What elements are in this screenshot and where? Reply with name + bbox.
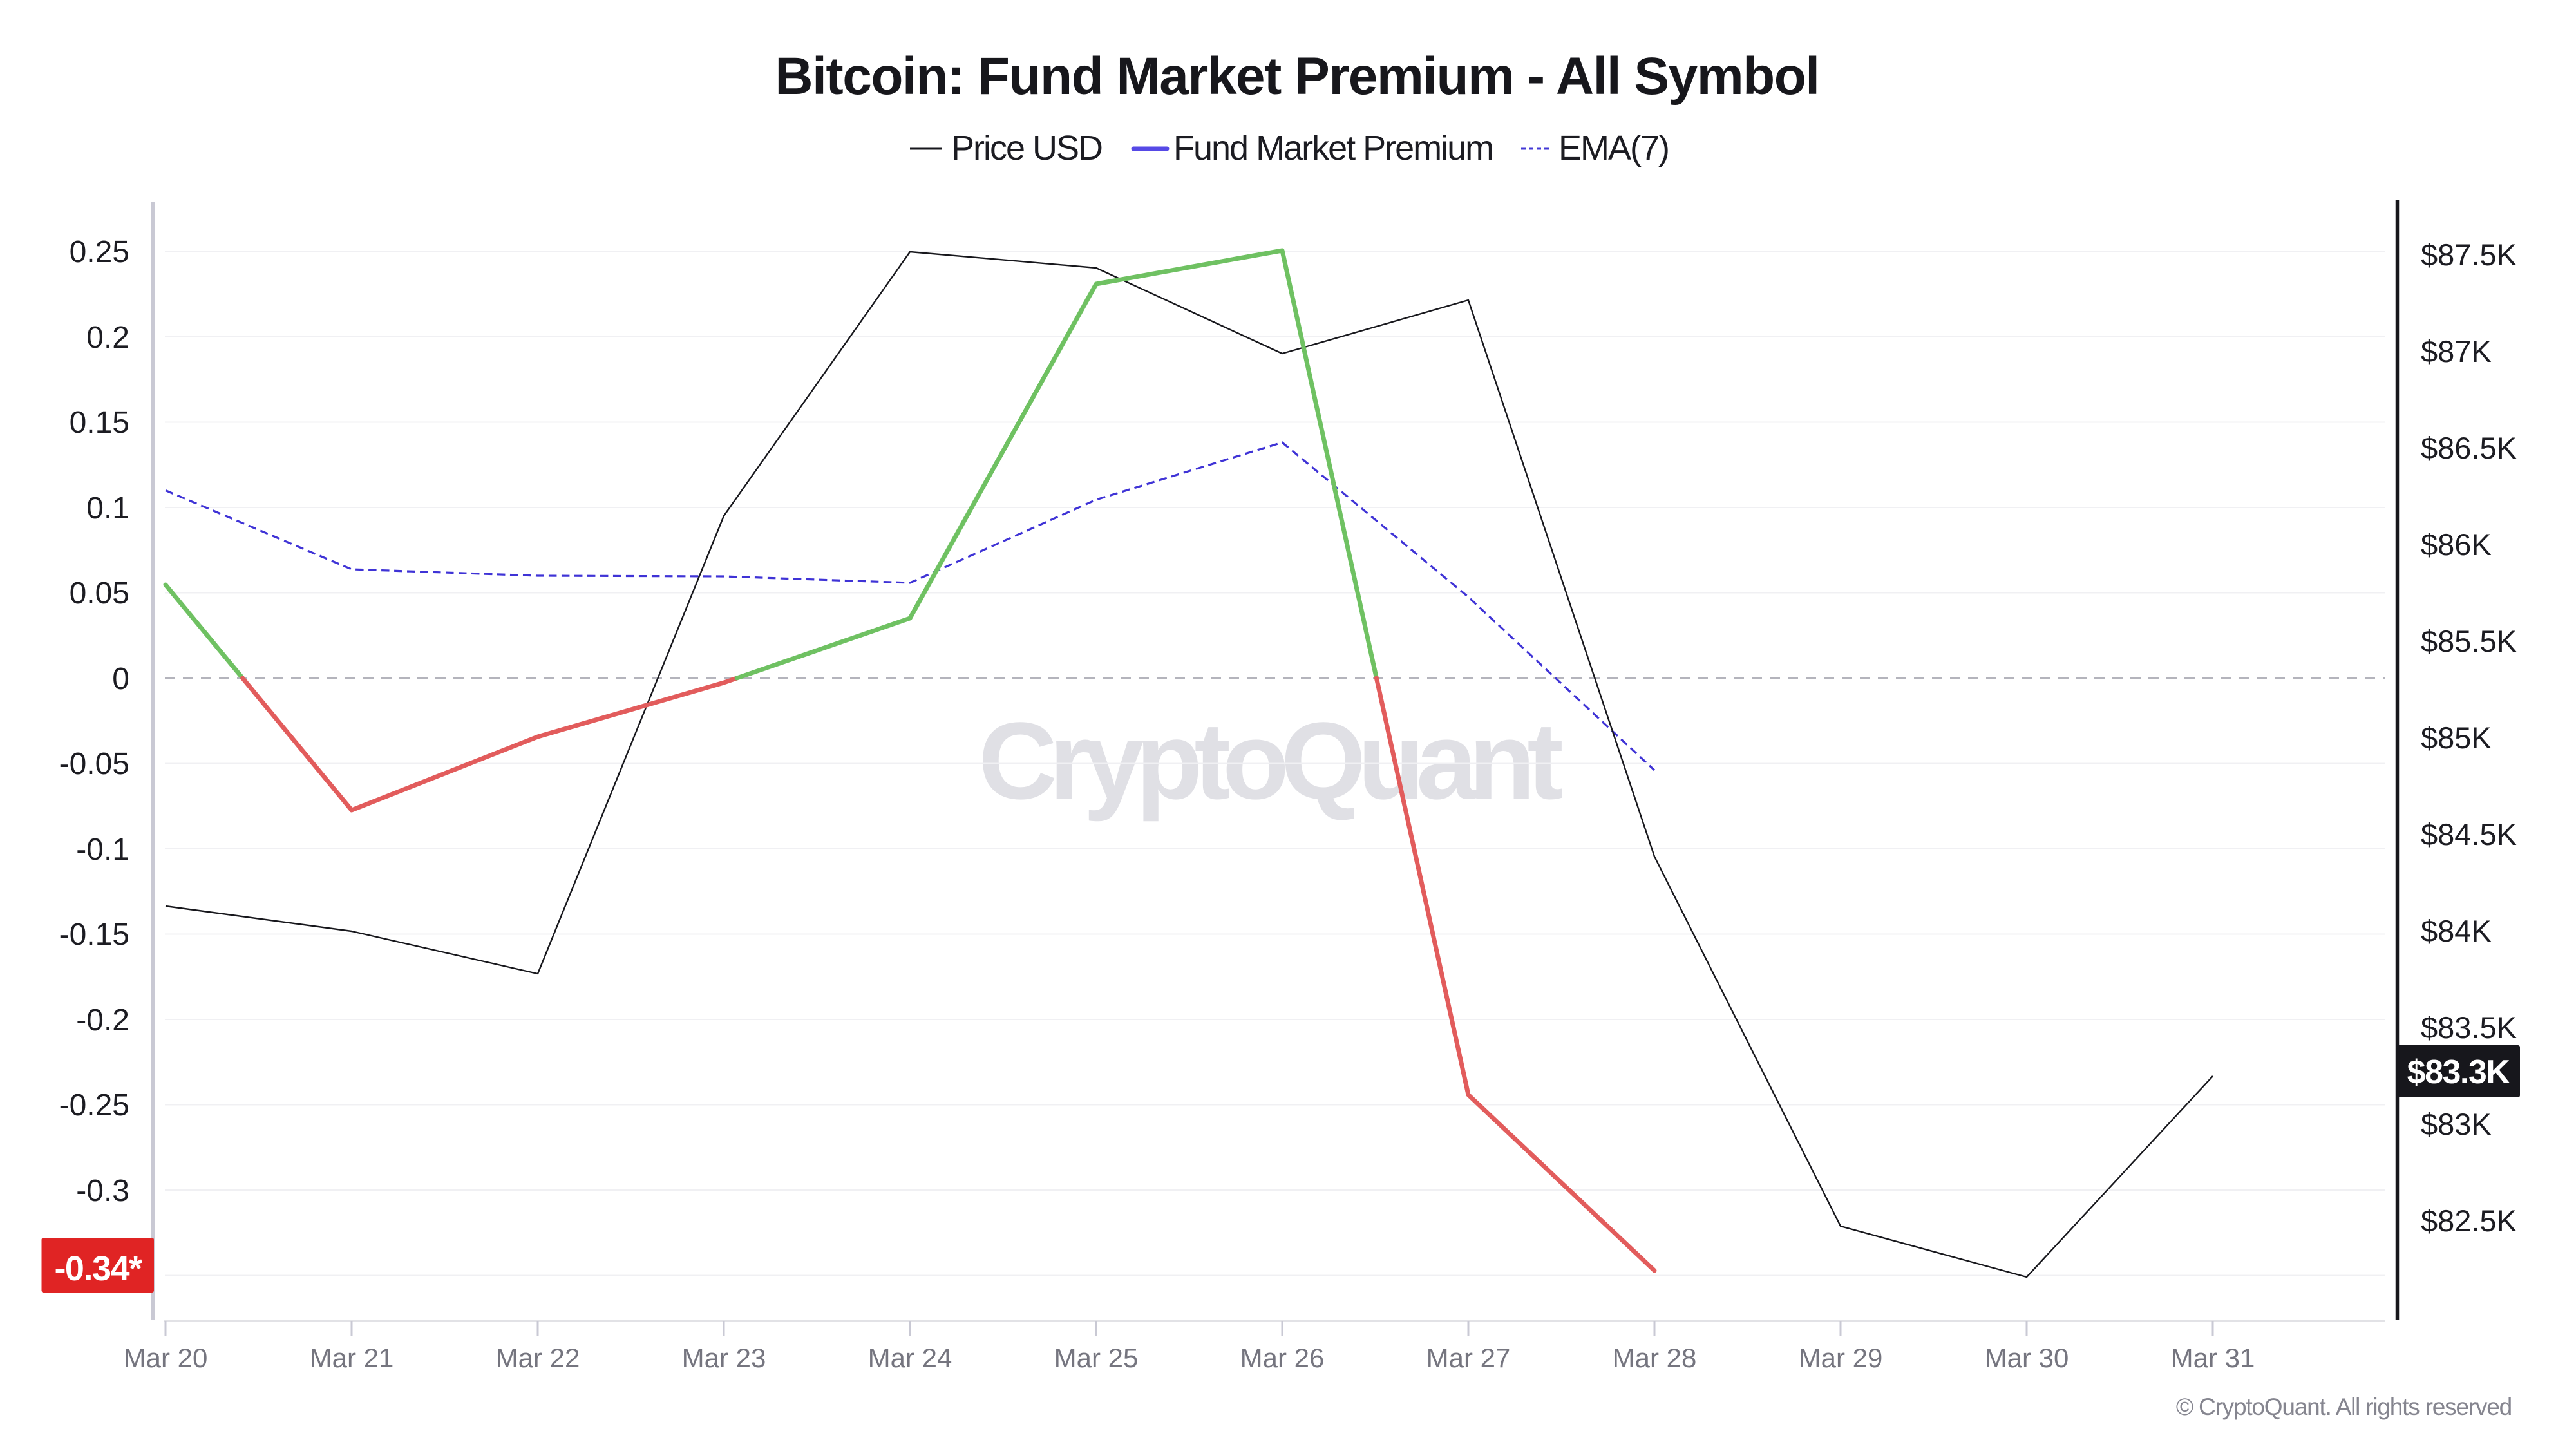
svg-text:Fund Market Premium: Fund Market Premium xyxy=(1173,129,1493,167)
svg-text:-0.2: -0.2 xyxy=(76,1003,129,1037)
svg-text:EMA(7): EMA(7) xyxy=(1558,129,1669,167)
svg-text:0.2: 0.2 xyxy=(86,321,129,355)
svg-text:-0.34*: -0.34* xyxy=(54,1249,142,1288)
svg-text:Mar 29: Mar 29 xyxy=(1799,1343,1883,1373)
svg-text:$83.5K: $83.5K xyxy=(2421,1010,2517,1045)
svg-text:Mar 21: Mar 21 xyxy=(310,1343,394,1373)
svg-text:CryptoQuant: CryptoQuant xyxy=(978,700,1562,822)
svg-text:0.25: 0.25 xyxy=(70,235,129,269)
svg-text:Mar 20: Mar 20 xyxy=(124,1343,208,1373)
svg-text:Mar 26: Mar 26 xyxy=(1240,1343,1325,1373)
svg-text:Mar 23: Mar 23 xyxy=(682,1343,766,1373)
svg-text:-0.05: -0.05 xyxy=(59,747,129,781)
svg-text:Mar 28: Mar 28 xyxy=(1613,1343,1697,1373)
svg-text:$83.3K: $83.3K xyxy=(2407,1054,2511,1091)
svg-text:Bitcoin: Fund Market Premium -: Bitcoin: Fund Market Premium - All Symbo… xyxy=(775,47,1819,106)
svg-text:$85K: $85K xyxy=(2421,721,2492,755)
svg-text:$86K: $86K xyxy=(2421,527,2492,562)
svg-text:Mar 22: Mar 22 xyxy=(496,1343,580,1373)
svg-text:0.1: 0.1 xyxy=(86,491,129,526)
svg-text:$83K: $83K xyxy=(2421,1107,2492,1141)
svg-text:-0.15: -0.15 xyxy=(59,918,129,952)
svg-text:Mar 30: Mar 30 xyxy=(1985,1343,2069,1373)
svg-text:Mar 24: Mar 24 xyxy=(868,1343,952,1373)
svg-text:$87.5K: $87.5K xyxy=(2421,238,2517,272)
svg-text:Mar 31: Mar 31 xyxy=(2171,1343,2255,1373)
svg-text:$82.5K: $82.5K xyxy=(2421,1204,2517,1238)
svg-text:Mar 25: Mar 25 xyxy=(1054,1343,1139,1373)
svg-text:$85.5K: $85.5K xyxy=(2421,624,2517,658)
svg-text:$84.5K: $84.5K xyxy=(2421,817,2517,851)
svg-text:-0.1: -0.1 xyxy=(76,833,129,867)
svg-text:$86.5K: $86.5K xyxy=(2421,431,2517,465)
svg-text:Mar 27: Mar 27 xyxy=(1426,1343,1511,1373)
svg-text:0: 0 xyxy=(112,662,129,696)
svg-text:$87K: $87K xyxy=(2421,334,2492,368)
svg-text:Price USD: Price USD xyxy=(951,129,1102,167)
svg-text:-0.25: -0.25 xyxy=(59,1088,129,1122)
svg-text:0.15: 0.15 xyxy=(70,406,129,440)
svg-text:-0.3: -0.3 xyxy=(76,1174,129,1208)
svg-text:0.05: 0.05 xyxy=(70,576,129,611)
svg-text:$84K: $84K xyxy=(2421,914,2492,948)
svg-text:© CryptoQuant. All rights rese: © CryptoQuant. All rights reserved xyxy=(2176,1394,2512,1420)
